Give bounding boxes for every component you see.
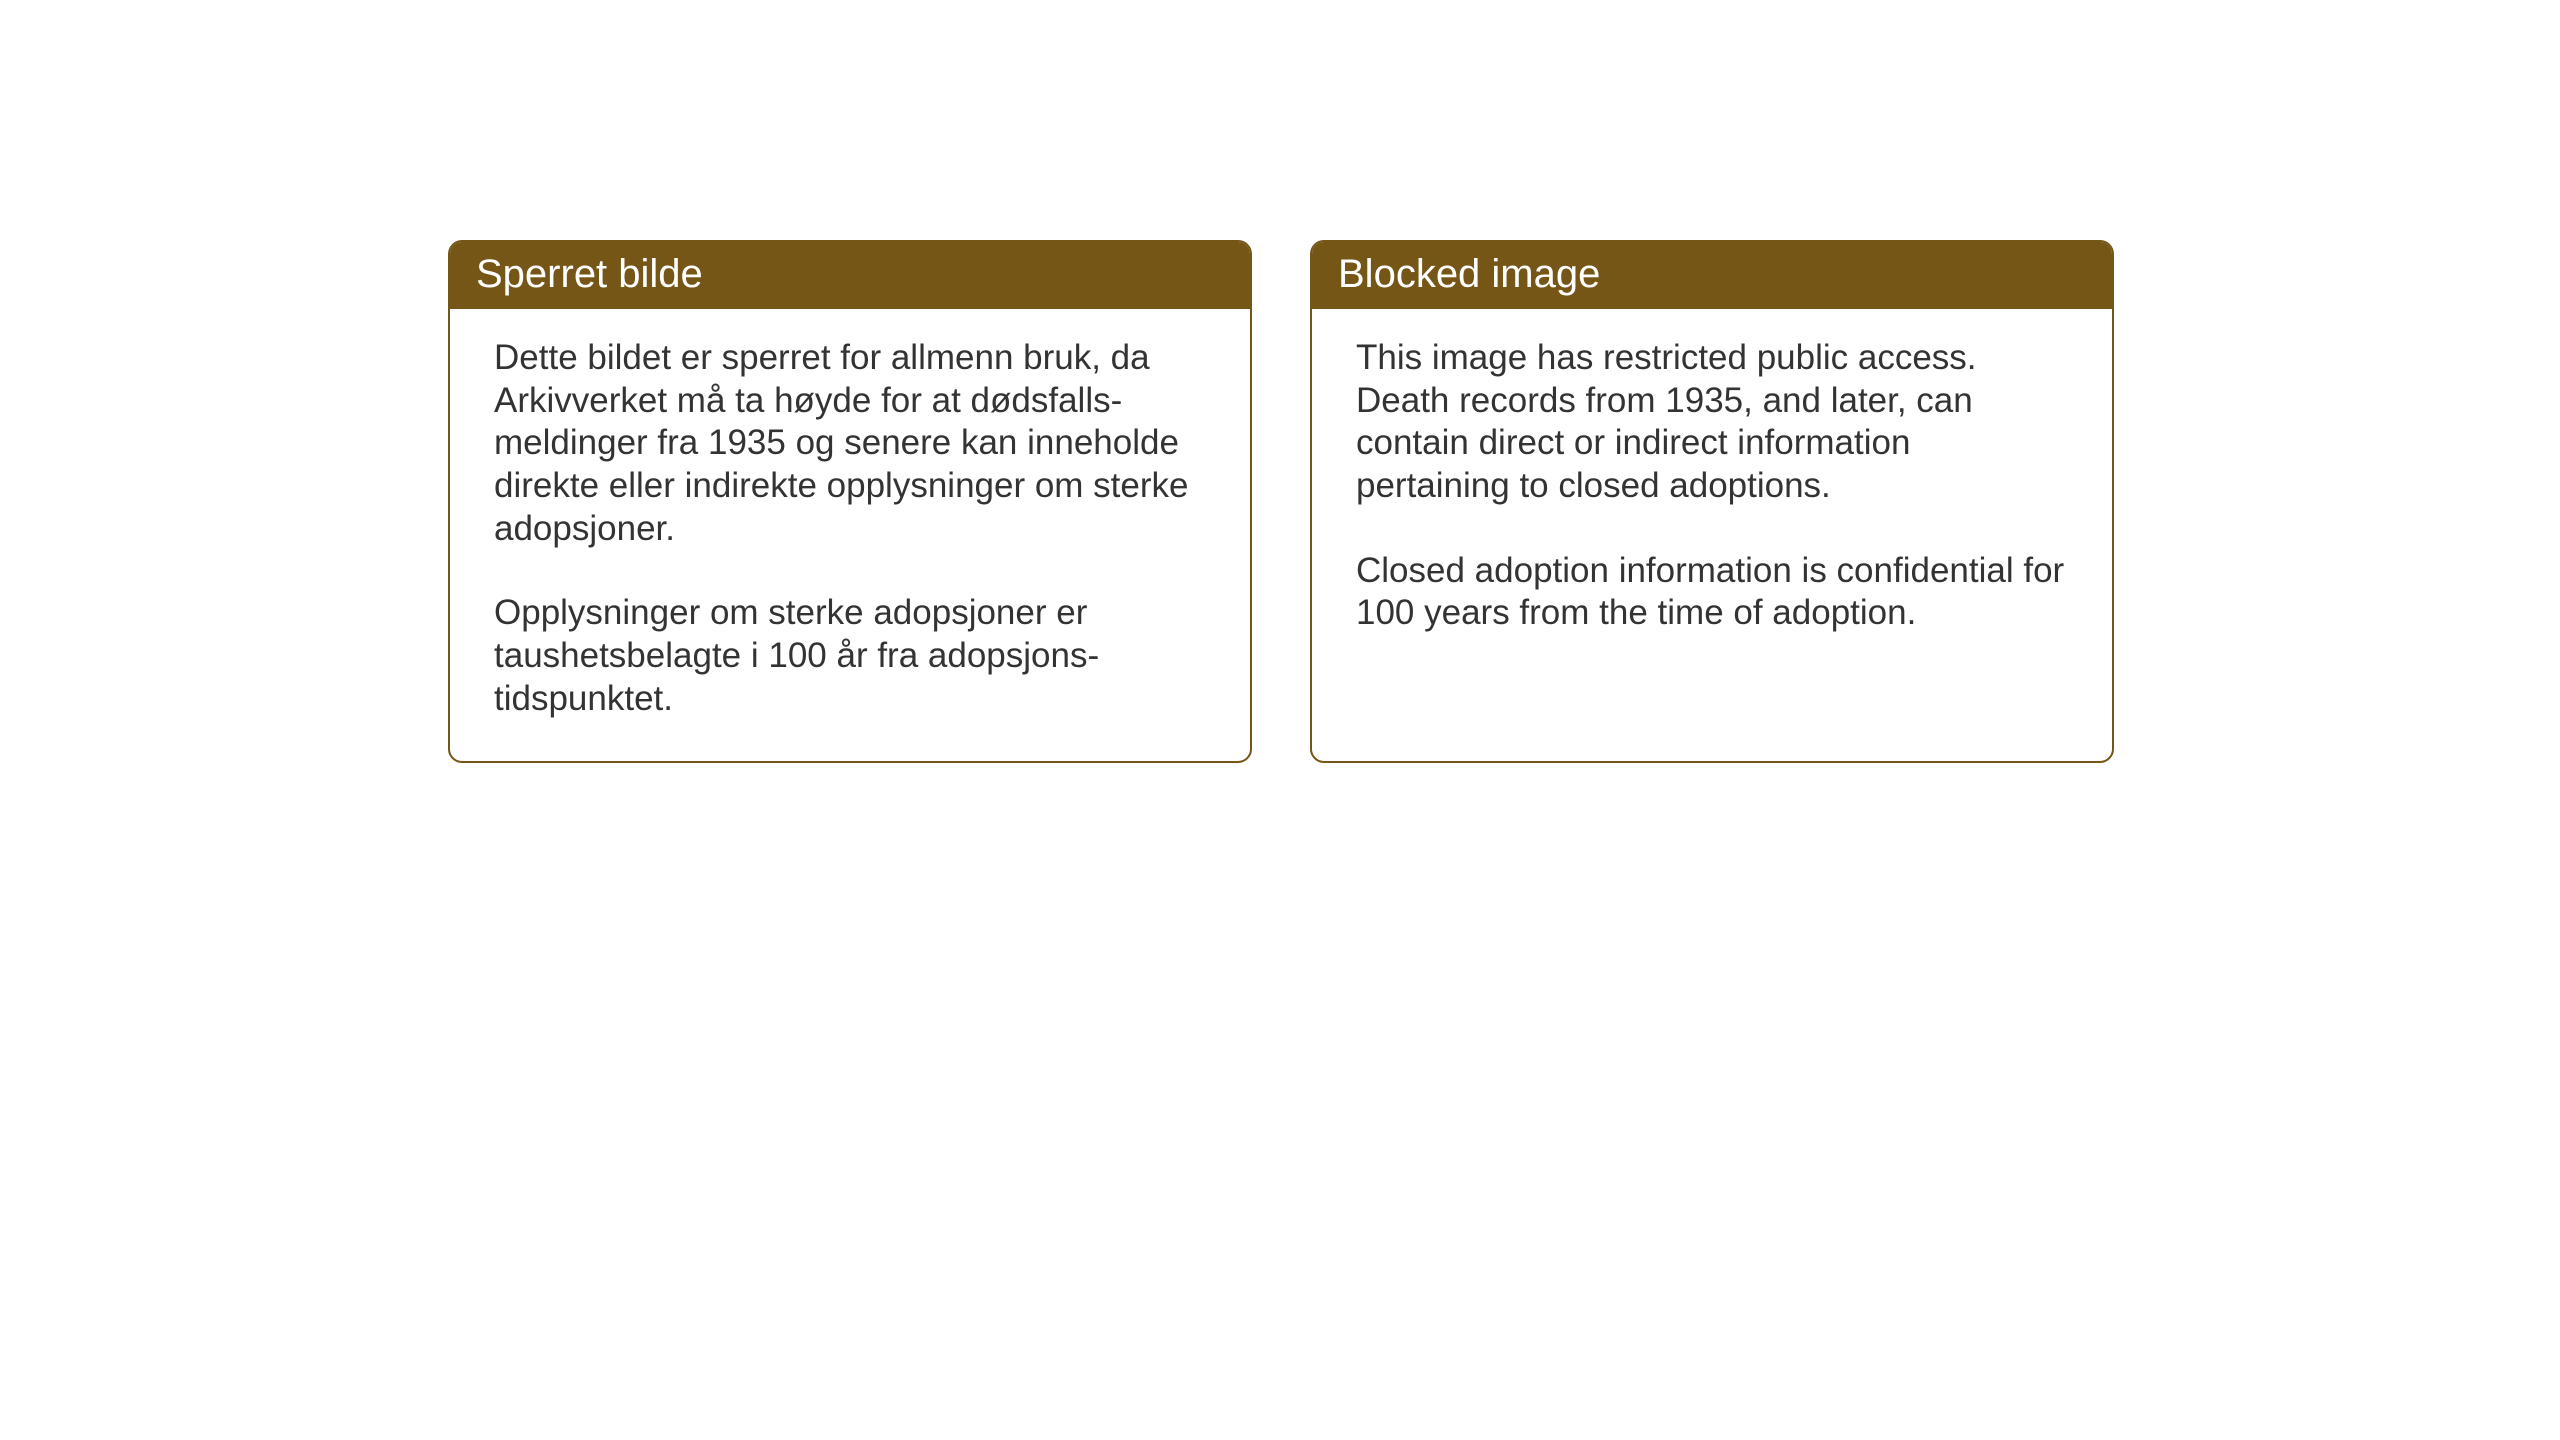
- notice-card-norwegian: Sperret bilde Dette bildet er sperret fo…: [448, 240, 1252, 763]
- card-title-english: Blocked image: [1338, 252, 1600, 296]
- card-paragraph-2-english: Closed adoption information is confident…: [1356, 550, 2068, 635]
- card-paragraph-1-english: This image has restricted public access.…: [1356, 337, 2068, 508]
- notice-card-english: Blocked image This image has restricted …: [1310, 240, 2114, 763]
- notice-cards-container: Sperret bilde Dette bildet er sperret fo…: [448, 240, 2114, 763]
- card-paragraph-1-norwegian: Dette bildet er sperret for allmenn bruk…: [494, 337, 1206, 550]
- card-header-english: Blocked image: [1312, 242, 2112, 309]
- card-title-norwegian: Sperret bilde: [476, 252, 703, 296]
- card-body-english: This image has restricted public access.…: [1312, 309, 2112, 751]
- card-paragraph-2-norwegian: Opplysninger om sterke adopsjoner er tau…: [494, 592, 1206, 720]
- card-header-norwegian: Sperret bilde: [450, 242, 1250, 309]
- card-body-norwegian: Dette bildet er sperret for allmenn bruk…: [450, 309, 1250, 761]
